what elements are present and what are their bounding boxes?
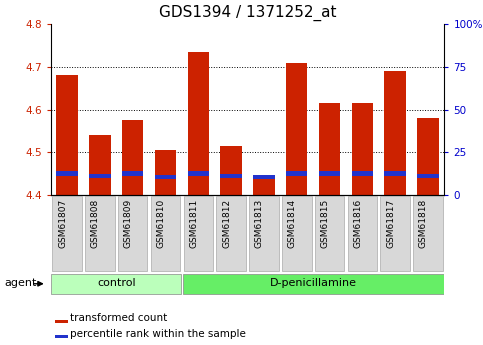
Bar	[122, 120, 143, 195]
Bar	[89, 135, 111, 195]
Bar	[417, 174, 439, 178]
FancyBboxPatch shape	[184, 196, 213, 271]
FancyBboxPatch shape	[151, 196, 180, 271]
Text: GSM61817: GSM61817	[386, 199, 395, 248]
FancyBboxPatch shape	[413, 196, 443, 271]
Text: control: control	[97, 278, 136, 288]
FancyBboxPatch shape	[183, 274, 444, 294]
Bar	[352, 103, 373, 195]
Text: GSM61807: GSM61807	[58, 199, 67, 248]
Bar	[417, 118, 439, 195]
Title: GDS1394 / 1371252_at: GDS1394 / 1371252_at	[159, 5, 336, 21]
Text: transformed count: transformed count	[71, 313, 168, 323]
Text: GSM61810: GSM61810	[156, 199, 166, 248]
Text: GSM61813: GSM61813	[255, 199, 264, 248]
Bar	[188, 52, 209, 195]
FancyBboxPatch shape	[249, 196, 279, 271]
Bar	[253, 175, 275, 179]
FancyBboxPatch shape	[85, 196, 114, 271]
Text: percentile rank within the sample: percentile rank within the sample	[71, 329, 246, 338]
Bar	[352, 171, 373, 176]
Bar	[220, 146, 242, 195]
Text: GSM61811: GSM61811	[189, 199, 199, 248]
Bar	[253, 176, 275, 195]
Bar	[57, 171, 78, 176]
Text: agent: agent	[4, 278, 36, 288]
Bar	[188, 171, 209, 176]
FancyBboxPatch shape	[52, 196, 82, 271]
FancyBboxPatch shape	[216, 196, 246, 271]
Bar	[319, 103, 340, 195]
Bar	[319, 171, 340, 176]
Bar	[122, 171, 143, 176]
Bar	[286, 62, 307, 195]
Bar	[55, 319, 69, 323]
Text: GSM61815: GSM61815	[321, 199, 329, 248]
FancyBboxPatch shape	[381, 196, 410, 271]
FancyBboxPatch shape	[118, 196, 147, 271]
Bar	[220, 174, 242, 178]
Text: GSM61814: GSM61814	[288, 199, 297, 248]
Text: GSM61818: GSM61818	[419, 199, 428, 248]
Bar	[384, 171, 406, 176]
Bar	[155, 175, 176, 179]
Bar	[155, 150, 176, 195]
FancyBboxPatch shape	[51, 274, 181, 294]
Text: D-penicillamine: D-penicillamine	[270, 278, 356, 288]
Bar	[384, 71, 406, 195]
Text: GSM61816: GSM61816	[354, 199, 362, 248]
Bar	[286, 171, 307, 176]
Text: GSM61808: GSM61808	[91, 199, 100, 248]
Bar	[89, 174, 111, 178]
FancyBboxPatch shape	[348, 196, 377, 271]
Text: GSM61812: GSM61812	[222, 199, 231, 248]
FancyBboxPatch shape	[315, 196, 344, 271]
FancyBboxPatch shape	[282, 196, 312, 271]
Text: GSM61809: GSM61809	[124, 199, 133, 248]
Bar	[57, 76, 78, 195]
Bar	[55, 335, 69, 338]
